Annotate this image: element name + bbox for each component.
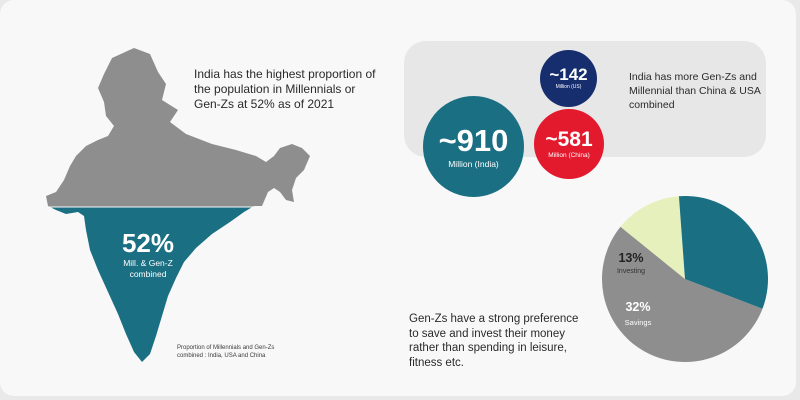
pie-slice-investing (620, 196, 685, 279)
map-caption-line2: combined : India, USA and China (177, 353, 266, 359)
us-population-circle: ~142 Million (US) (540, 50, 597, 107)
map-percent-label: Mill. & Gen-Z combined (98, 258, 198, 280)
map-percent: 52% (121, 228, 175, 258)
investing-value-label: 13% (618, 251, 644, 265)
india-map (40, 48, 310, 362)
savings-category-label: Savings (624, 318, 652, 327)
investing-category-label: Investing (616, 268, 646, 275)
us-population-label: Million (US) (555, 84, 582, 90)
india-population-value: ~910 (438, 122, 509, 158)
gen-note: India has more Gen-Zs and Millennial tha… (629, 71, 761, 111)
map-percent-label-line2: combined (129, 269, 167, 279)
map-caption-line1: Proportion of Millennials and Gen-Zs (177, 345, 275, 351)
savings-note: Gen-Zs have a strong preference to save … (409, 313, 579, 369)
savings-pie-chart (602, 196, 768, 362)
india-population-label: Million (India) (448, 158, 499, 169)
savings-value-label: 32% (625, 300, 651, 314)
us-population-value: ~142 (549, 65, 588, 84)
pie-slice-other (602, 226, 763, 362)
china-population-label: Million (China) (548, 151, 590, 159)
map-percent-label-line1: Mill. & Gen-Z (123, 258, 173, 268)
china-population-circle: ~581 Million (China) (534, 109, 604, 179)
pie-slice-savings (678, 196, 768, 309)
intro-text: India has the highest proportion of the … (194, 67, 376, 111)
india-population-circle: ~910 Million (India) (423, 96, 524, 197)
map-caption: Proportion of Millennials and Gen-Zs com… (177, 344, 307, 360)
china-population-value: ~581 (545, 127, 593, 151)
